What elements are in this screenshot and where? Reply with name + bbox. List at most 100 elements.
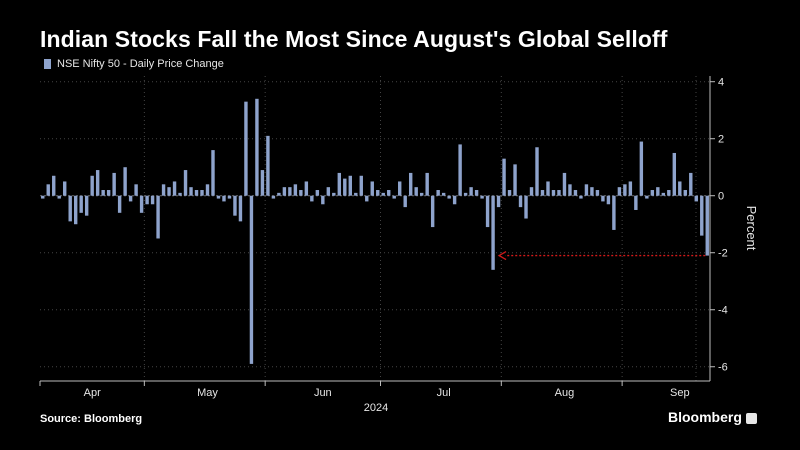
bar	[101, 190, 105, 196]
bar	[612, 195, 616, 230]
bar	[678, 181, 682, 196]
bar	[370, 181, 374, 196]
bar	[63, 181, 67, 196]
bar	[689, 172, 693, 196]
bar	[376, 190, 380, 196]
bar	[277, 192, 281, 196]
legend: NSE Nifty 50 - Daily Price Change	[44, 58, 224, 70]
x-tick-label: May	[197, 387, 218, 399]
bar	[95, 170, 100, 196]
bar	[189, 187, 193, 196]
bar	[502, 158, 506, 196]
bar	[128, 195, 133, 202]
bar	[529, 187, 534, 196]
bar	[266, 135, 270, 196]
bar	[425, 172, 429, 196]
bar	[288, 187, 292, 196]
bar	[458, 144, 462, 196]
bar	[315, 190, 320, 196]
bar	[332, 192, 336, 196]
y-tick-label: -2	[718, 248, 728, 260]
bar	[112, 172, 116, 196]
bar	[672, 152, 677, 196]
bar	[321, 195, 325, 205]
bar	[392, 195, 396, 199]
bar	[84, 195, 89, 216]
bloomberg-logo: Bloomberg	[668, 409, 757, 425]
bar	[628, 181, 633, 196]
bar	[244, 101, 248, 196]
bar	[656, 187, 660, 196]
y-tick-label: -4	[718, 305, 728, 317]
bar	[348, 175, 352, 196]
legend-label: NSE Nifty 50 - Daily Price Change	[57, 58, 224, 70]
bar	[595, 190, 600, 196]
bar	[271, 195, 276, 199]
bar	[700, 195, 704, 236]
bar	[463, 192, 468, 196]
bar	[469, 187, 473, 196]
bar	[452, 195, 457, 205]
bar	[68, 195, 72, 222]
bar	[337, 172, 342, 196]
y-tick-label: -6	[718, 362, 728, 374]
bar	[535, 147, 539, 196]
bar	[403, 195, 407, 208]
bar	[551, 190, 556, 196]
bar	[496, 195, 501, 208]
bar	[117, 195, 122, 213]
bar	[694, 195, 698, 202]
bar	[661, 192, 666, 196]
bar	[354, 192, 358, 196]
bar	[518, 195, 523, 208]
bar	[546, 181, 550, 196]
bar	[650, 190, 655, 196]
bar	[606, 195, 611, 205]
bar	[623, 184, 627, 196]
x-tick-label: Jul	[437, 387, 451, 399]
bar	[167, 187, 171, 196]
bar	[57, 195, 61, 199]
bar	[260, 170, 265, 196]
bar	[249, 195, 254, 364]
bar	[79, 195, 83, 213]
bar	[617, 187, 622, 196]
bar	[359, 175, 363, 196]
bar	[299, 190, 303, 196]
bar	[562, 172, 567, 196]
x-year-label: 2024	[364, 402, 388, 414]
bar	[507, 190, 512, 196]
bar	[557, 190, 561, 196]
bar	[52, 175, 56, 196]
bar	[123, 167, 127, 196]
brand-label: Bloomberg	[668, 409, 742, 425]
bar	[480, 195, 484, 199]
bar	[73, 195, 78, 225]
bar	[474, 190, 479, 196]
bar	[513, 164, 517, 196]
bar	[145, 195, 149, 205]
bar	[310, 195, 314, 202]
bar	[601, 195, 605, 202]
chart-title: Indian Stocks Fall the Most Since August…	[40, 26, 668, 52]
bar	[639, 141, 644, 196]
x-tick-label: Sep	[670, 387, 690, 399]
bar	[41, 195, 45, 199]
bar	[414, 187, 418, 196]
bar	[705, 195, 709, 256]
bar	[436, 190, 440, 196]
bar	[590, 187, 594, 196]
bar	[387, 190, 391, 196]
bar	[447, 195, 451, 199]
y-tick-label: 2	[718, 134, 724, 146]
bar	[343, 178, 347, 196]
bar	[304, 181, 309, 196]
bar	[540, 190, 545, 196]
bar	[216, 195, 221, 199]
bar	[227, 195, 232, 199]
bar	[282, 187, 287, 196]
bar	[183, 170, 188, 196]
bar	[161, 184, 166, 196]
bar	[238, 195, 243, 222]
